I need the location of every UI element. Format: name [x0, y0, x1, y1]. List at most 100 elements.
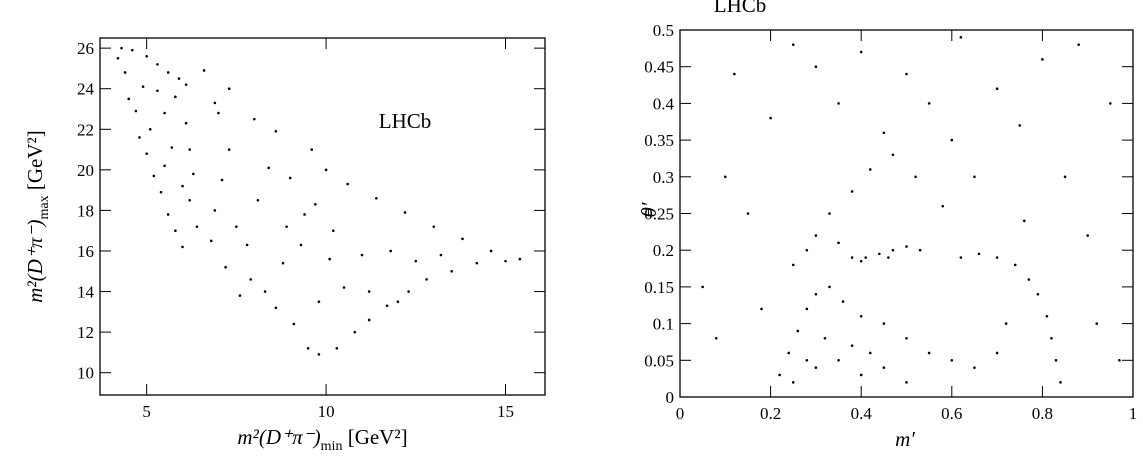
- point: [263, 290, 267, 293]
- point: [120, 46, 123, 50]
- y-tick-label: 0: [666, 388, 675, 407]
- point: [403, 211, 407, 214]
- point: [1045, 314, 1049, 318]
- point: [130, 48, 134, 52]
- point: [274, 130, 278, 133]
- y-tick-label: 22: [77, 120, 94, 139]
- point: [914, 175, 917, 179]
- point: [868, 168, 872, 171]
- point: [814, 65, 818, 68]
- point: [760, 307, 763, 311]
- point: [878, 252, 881, 256]
- point: [882, 131, 886, 135]
- point: [1013, 263, 1017, 267]
- point: [905, 72, 908, 76]
- x-tick-label: 0.6: [941, 404, 962, 423]
- y-tick-label: 12: [77, 323, 94, 342]
- point: [724, 175, 727, 179]
- point: [828, 212, 831, 215]
- point: [303, 213, 306, 216]
- point: [224, 265, 227, 269]
- x-tick-label: 0.4: [851, 404, 873, 423]
- point: [1077, 43, 1080, 46]
- point: [148, 127, 152, 131]
- point: [367, 290, 371, 293]
- point: [941, 204, 945, 208]
- y-tick-label: 24: [77, 80, 95, 99]
- point: [220, 178, 224, 182]
- point: [274, 306, 278, 310]
- point: [166, 213, 170, 216]
- point: [864, 256, 868, 259]
- point: [414, 259, 418, 263]
- y-tick-label: 0.1: [653, 315, 674, 334]
- point: [192, 172, 195, 176]
- point: [213, 101, 217, 105]
- point: [927, 102, 931, 105]
- point: [181, 245, 184, 249]
- point: [746, 212, 750, 215]
- point: [461, 237, 464, 241]
- point: [882, 366, 886, 369]
- point: [209, 239, 213, 243]
- y-axis-label-unit: [GeV²]: [23, 130, 47, 195]
- point: [1050, 336, 1053, 340]
- point: [346, 182, 349, 186]
- point: [141, 85, 145, 88]
- point: [389, 249, 392, 253]
- point: [475, 261, 479, 265]
- point: [425, 278, 428, 281]
- x-axis-label: m²(D⁺π⁻)min [GeV²]: [237, 425, 407, 454]
- point: [1095, 322, 1099, 325]
- point: [134, 109, 138, 113]
- point: [950, 359, 954, 362]
- point: [959, 256, 963, 259]
- point: [1022, 219, 1026, 223]
- x-axis-label-main: m′: [895, 427, 915, 451]
- y-axis-label: θ′: [637, 202, 661, 217]
- y-axis-label: m²(D⁺π⁻)max [GeV²]: [23, 130, 52, 303]
- x-tick-label: 15: [497, 402, 514, 421]
- point: [188, 148, 192, 151]
- point: [859, 259, 863, 263]
- point: [995, 256, 999, 259]
- point: [973, 175, 976, 179]
- point: [253, 117, 256, 121]
- point: [138, 136, 141, 139]
- x-tick-label: 0: [676, 404, 685, 423]
- point: [285, 225, 288, 228]
- y-tick-label: 0.35: [644, 131, 674, 150]
- point: [328, 257, 331, 261]
- point: [1018, 124, 1022, 127]
- point: [156, 89, 159, 93]
- point: [791, 263, 795, 267]
- x-axis-label-main: m²(D⁺π⁻): [237, 425, 320, 449]
- point: [227, 148, 231, 151]
- point: [1109, 102, 1112, 105]
- point: [905, 336, 908, 340]
- y-tick-label: 0.15: [644, 278, 674, 297]
- point: [145, 54, 148, 58]
- point: [281, 261, 285, 265]
- point: [882, 322, 886, 325]
- point: [299, 243, 303, 247]
- point: [995, 87, 999, 91]
- point: [778, 373, 781, 377]
- point: [288, 176, 292, 180]
- point: [905, 381, 908, 384]
- point: [407, 290, 410, 293]
- x-axis-label-unit: [GeV²]: [342, 425, 407, 449]
- point: [850, 344, 854, 347]
- point: [837, 241, 840, 245]
- plot-frame: [99, 37, 546, 396]
- point: [306, 347, 310, 350]
- point: [375, 196, 378, 200]
- point: [238, 294, 242, 297]
- point: [769, 116, 772, 120]
- point: [432, 225, 436, 228]
- y-tick-label: 0.45: [644, 58, 674, 77]
- point: [217, 111, 220, 115]
- point: [850, 256, 854, 259]
- point: [995, 351, 999, 355]
